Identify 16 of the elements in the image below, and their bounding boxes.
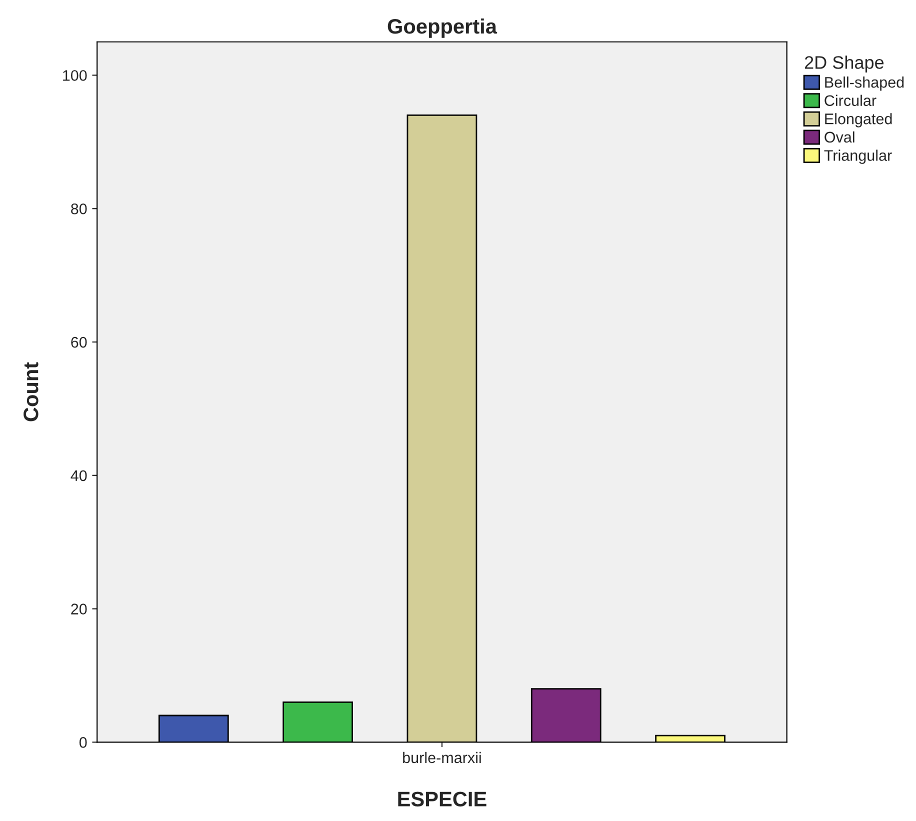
y-tick-label: 100 <box>63 70 87 81</box>
legend-label: Triangular <box>824 150 892 164</box>
x-axis-title: ESPECIE <box>398 792 486 806</box>
y-tick-label: 60 <box>71 336 87 348</box>
x-tick-label: burle-marxii <box>403 752 481 764</box>
y-tick-label: 20 <box>71 604 87 614</box>
legend-label: Oval <box>824 131 854 143</box>
legend-title: 2D Shape <box>804 56 884 72</box>
y-tick-label: 0 <box>79 737 87 748</box>
y-axis-title: Count <box>24 362 38 422</box>
legend-label: Bell-shaped <box>825 76 904 91</box>
chart-title: Goeppertia <box>388 18 498 38</box>
legend-label: Elongated <box>825 113 892 128</box>
y-tick-label: 80 <box>71 203 87 214</box>
legend-label: Circular <box>824 94 876 106</box>
y-tick-label: 40 <box>70 470 87 482</box>
